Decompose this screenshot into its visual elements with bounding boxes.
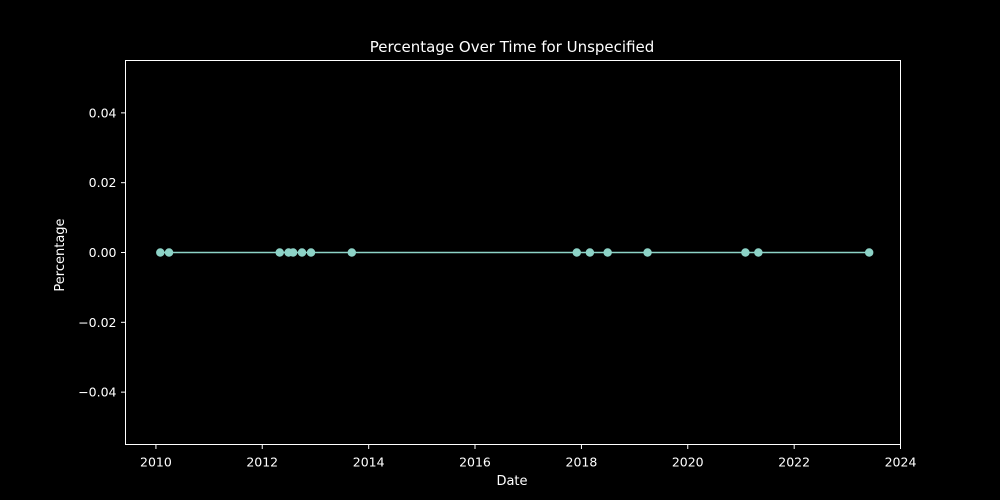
y-axis-title: Percentage (53, 218, 68, 291)
x-tick-label: 2020 (672, 455, 704, 470)
series-layer (156, 248, 874, 257)
x-tick-label: 2024 (885, 455, 917, 470)
y-tick-label: −0.04 (78, 385, 116, 400)
data-point (288, 248, 298, 257)
data-point (164, 248, 174, 257)
data-point (275, 248, 284, 257)
x-tick-label: 2012 (246, 455, 278, 470)
data-point (603, 248, 612, 257)
x-axis-title: Date (496, 474, 527, 489)
y-axis: 0.04 0.02 0.00 −0.02 −0.04 (78, 105, 126, 400)
data-point (297, 248, 307, 257)
chart-title: Percentage Over Time for Unspecified (370, 38, 655, 56)
y-tick-label: −0.02 (78, 315, 116, 330)
x-tick-label: 2014 (353, 455, 385, 470)
data-point (347, 248, 356, 257)
data-point (643, 248, 652, 257)
x-tick-label: 2022 (778, 455, 810, 470)
data-point (306, 248, 316, 257)
data-point (156, 248, 165, 257)
data-point (585, 248, 595, 257)
x-tick-label: 2016 (459, 455, 491, 470)
y-tick-label: 0.00 (89, 245, 117, 260)
data-point (572, 248, 581, 257)
data-point (754, 248, 763, 257)
x-tick-label: 2018 (566, 455, 598, 470)
data-point (864, 248, 874, 257)
y-tick-label: 0.04 (89, 105, 117, 120)
x-tick-label: 2010 (140, 455, 172, 470)
data-point (741, 248, 750, 257)
y-tick-label: 0.02 (89, 175, 117, 190)
x-axis: 2010 2012 2014 2016 2018 2020 2022 2024 (140, 444, 917, 470)
